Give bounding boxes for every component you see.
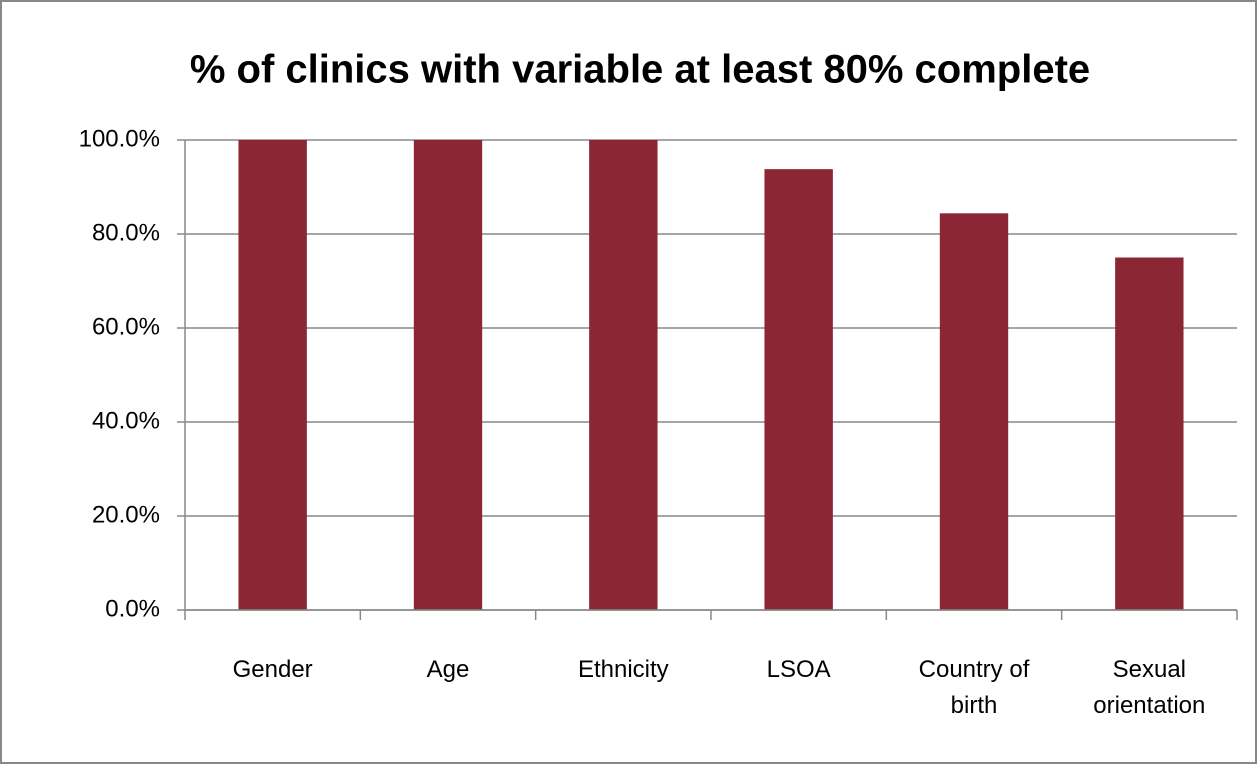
y-tick-label: 20.0%	[92, 501, 160, 528]
y-tick-label: 100.0%	[79, 125, 160, 152]
x-tick-label: Gender	[232, 656, 313, 683]
bar	[413, 140, 483, 610]
x-tick-label: Country of birth	[918, 656, 1030, 719]
chart-title: % of clinics with variable at least 80% …	[190, 48, 1090, 92]
x-tick-label: Sexual orientation	[1093, 656, 1206, 719]
x-tick-label: Age	[426, 656, 470, 683]
y-tick-label: 40.0%	[92, 407, 160, 434]
bar	[589, 140, 658, 610]
bar	[939, 213, 1009, 610]
x-tick-label: LSOA	[766, 656, 831, 683]
bar	[1115, 257, 1184, 610]
bar	[238, 140, 307, 610]
x-tick-label: Ethnicity	[577, 656, 669, 683]
y-tick-label: 80.0%	[92, 219, 160, 246]
y-tick-label: 60.0%	[92, 313, 160, 340]
y-tick-label: 0.0%	[105, 595, 160, 622]
bar	[764, 169, 833, 610]
